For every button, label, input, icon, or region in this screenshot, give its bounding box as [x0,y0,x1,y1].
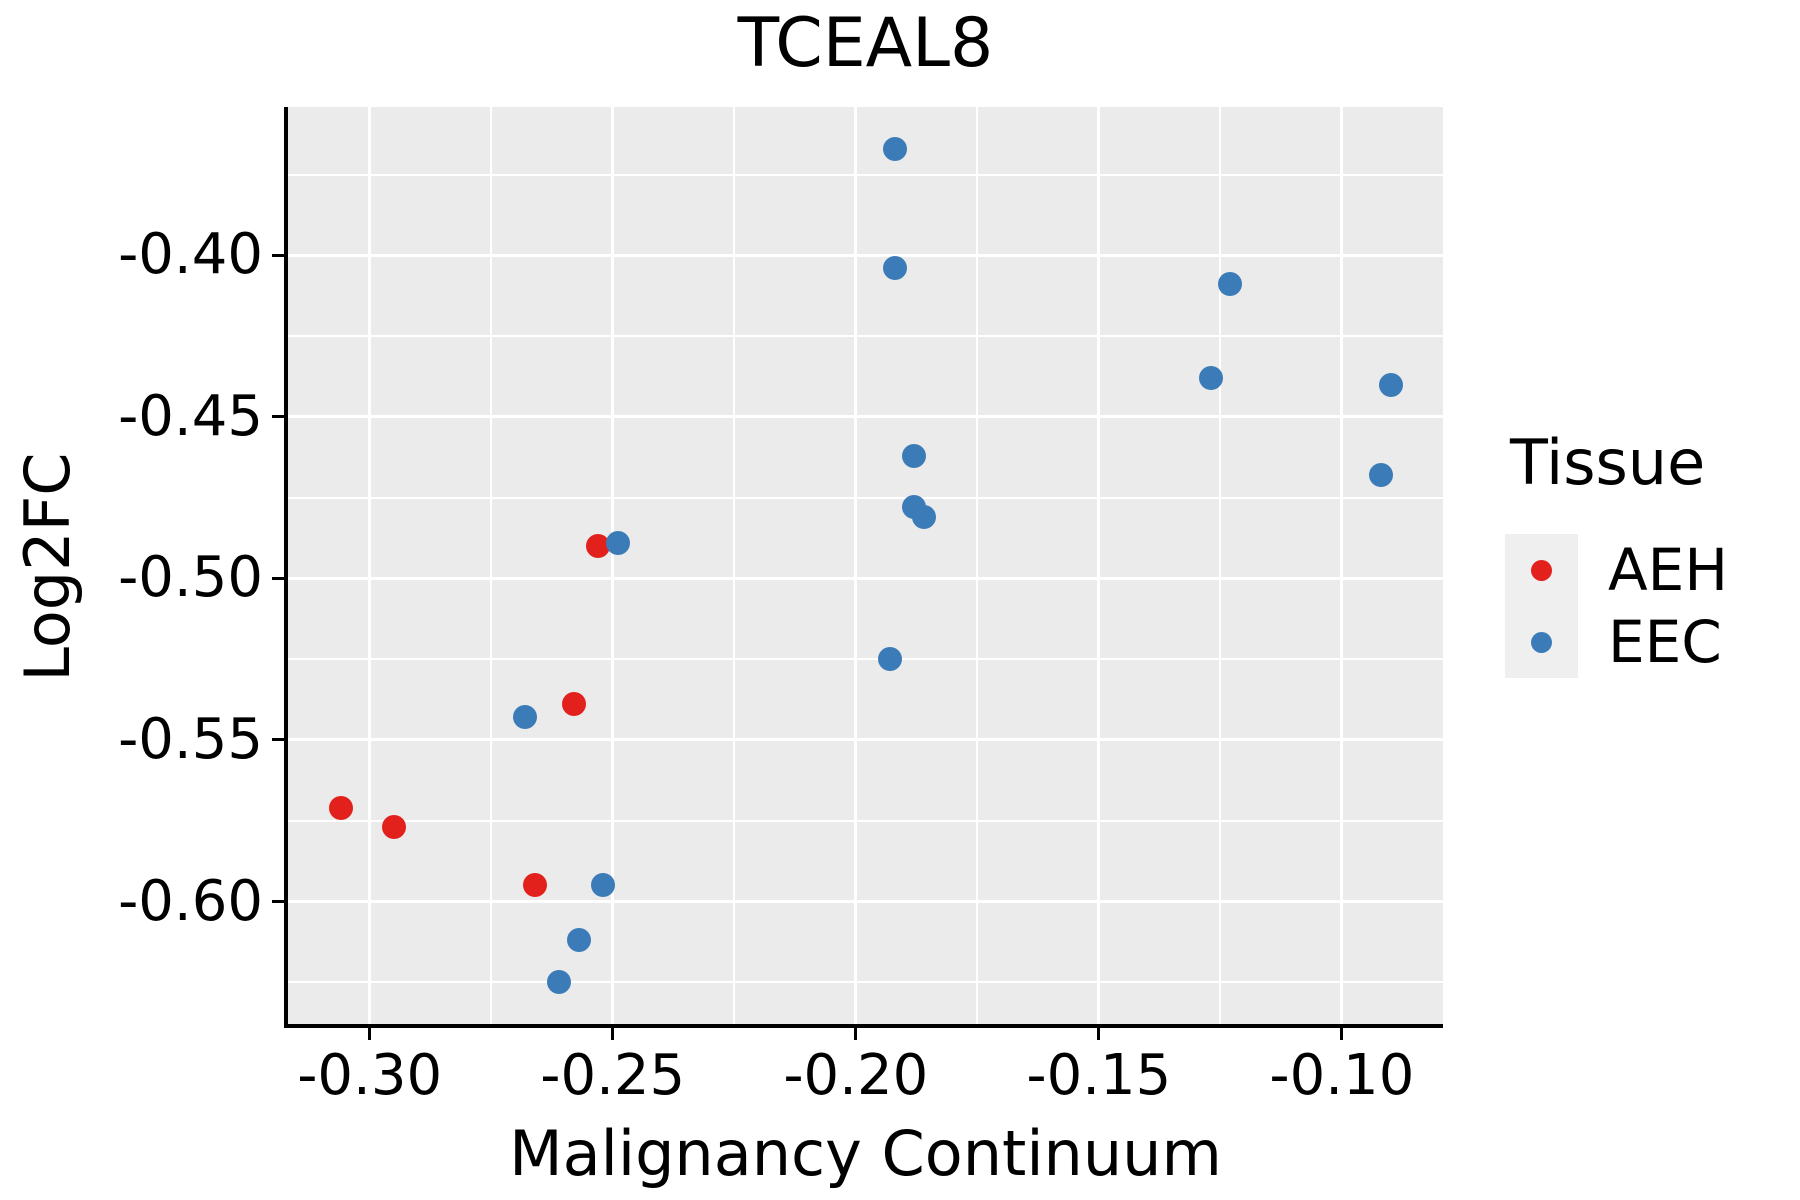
data-point-eec [877,647,902,672]
x-tick-label: -0.10 [1269,1043,1415,1108]
y-axis-tick [272,253,284,257]
y-major-gridline [288,253,1443,257]
x-major-gridline [368,107,372,1024]
y-minor-gridline [288,496,1443,499]
x-major-gridline [1340,107,1344,1024]
x-tick-label: -0.25 [540,1043,686,1108]
data-point-eec [1198,366,1223,391]
data-point-eec [547,970,572,995]
y-major-gridline [288,415,1443,419]
y-tick-label: -0.50 [118,545,263,611]
x-major-gridline [611,107,615,1024]
y-major-gridline [288,738,1443,742]
y-minor-gridline [288,819,1443,822]
data-point-eec [882,256,907,281]
y-axis-tick [272,738,284,742]
y-minor-gridline [288,981,1443,984]
x-axis-tick [611,1028,615,1040]
plot-panel [288,107,1443,1024]
x-minor-gridline [733,107,736,1024]
y-axis-tick [272,900,284,904]
x-minor-gridline [976,107,979,1024]
legend-label: EEC [1608,608,1722,676]
y-tick-label: -0.40 [118,222,263,288]
data-point-eec [566,928,591,953]
data-point-aeh [522,873,547,898]
y-axis-tick [272,415,284,419]
x-axis-title: Malignancy Continuum [509,1117,1222,1190]
y-tick-label: -0.60 [118,868,263,934]
data-point-aeh [561,692,586,717]
y-major-gridline [288,900,1443,904]
y-minor-gridline [288,173,1443,176]
legend-dot-icon [1531,559,1552,581]
x-tick-label: -0.20 [783,1043,929,1108]
x-major-gridline [854,107,858,1024]
legend-keys: AEH EEC [1505,534,1795,678]
legend-entry-eec: EEC [1505,606,1795,678]
y-axis-title: Log2FC [11,452,84,682]
data-point-aeh [328,795,353,820]
legend-key-box [1505,606,1578,678]
data-point-eec [902,443,927,468]
x-axis-tick [1097,1028,1101,1040]
data-point-eec [513,705,538,730]
legend-title: Tissue [1510,426,1706,499]
x-minor-gridline [1219,107,1222,1024]
data-point-eec [605,530,630,555]
y-minor-gridline [288,335,1443,338]
data-point-eec [591,873,615,898]
plot-title: TCEAL8 [737,4,994,83]
data-point-eec [1368,463,1393,488]
legend: Tissue AEH EEC [1505,430,1795,678]
data-point-eec [882,136,907,161]
x-axis-tick [1340,1028,1344,1040]
legend-dot-icon [1531,631,1552,653]
y-axis-tick [272,576,284,580]
y-axis-line [284,107,288,1028]
data-point-eec [1218,272,1243,297]
y-tick-label: -0.55 [118,706,263,772]
x-major-gridline [1097,107,1101,1024]
y-tick-label: -0.45 [118,383,263,449]
legend-label: AEH [1608,536,1728,604]
data-point-eec [1378,372,1403,397]
x-axis-tick [368,1028,372,1040]
x-axis-line [284,1024,1443,1028]
legend-entry-aeh: AEH [1505,534,1795,606]
y-major-gridline [288,576,1443,580]
x-tick-label: -0.15 [1026,1043,1172,1108]
legend-key-box [1505,534,1578,606]
x-axis-tick [854,1028,858,1040]
y-minor-gridline [288,658,1443,661]
x-tick-label: -0.30 [297,1043,443,1108]
data-point-eec [911,505,936,530]
data-point-aeh [381,815,406,840]
x-minor-gridline [490,107,493,1024]
